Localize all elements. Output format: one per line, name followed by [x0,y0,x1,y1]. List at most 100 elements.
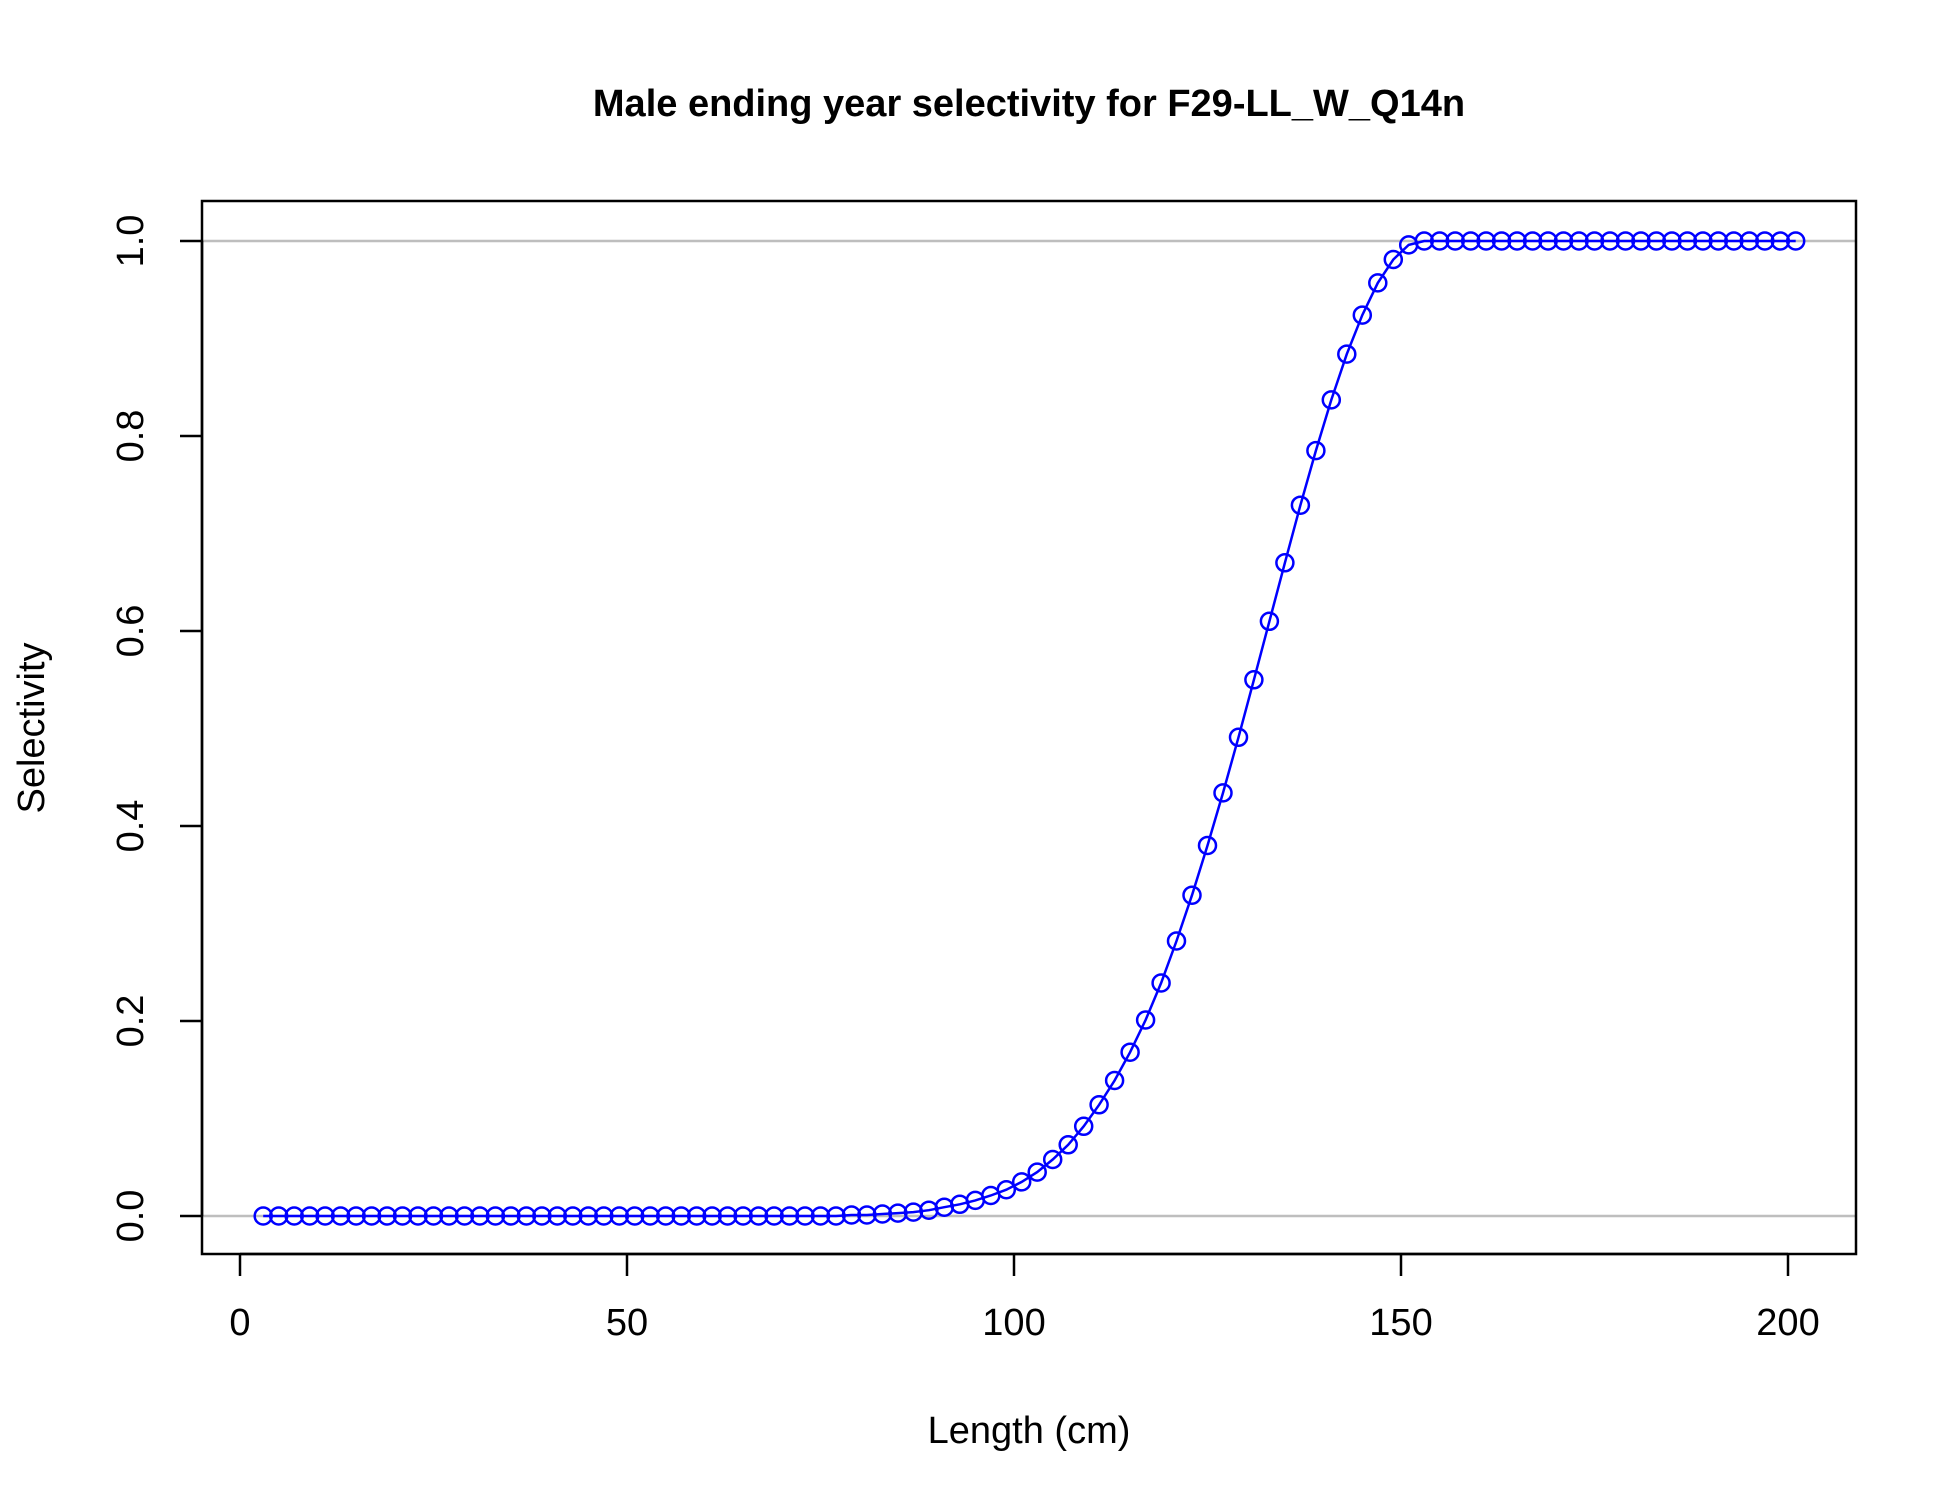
data-point [1755,231,1775,251]
data-point [1662,231,1682,251]
data-point [903,1202,924,1222]
reference-lines [202,239,1856,1218]
data-point [1584,231,1605,251]
data-point [1646,231,1667,251]
data-point [284,1206,304,1226]
data-point [330,1206,351,1226]
data-point [841,1205,862,1225]
data-point [748,1206,769,1226]
data-point [485,1206,506,1226]
data-point [1135,1010,1156,1030]
x-axis: 0 50 100 150 200 [229,1252,1820,1344]
data-point [1197,835,1218,856]
data-point [361,1206,382,1226]
data-point [578,1206,599,1226]
data-point [1476,231,1496,251]
data-point [547,1206,568,1226]
data-point [268,1206,289,1226]
data-point [1414,231,1434,251]
data-point [594,1206,614,1226]
data-point [408,1206,428,1226]
data-point [253,1206,273,1226]
x-tick-label: 100 [982,1302,1045,1344]
data-point [702,1206,722,1226]
data-point [299,1206,320,1226]
plot-frame [200,199,1858,1256]
data-point [423,1206,444,1226]
data-point [1228,727,1249,748]
data-point [1445,231,1465,251]
data-point [1708,231,1729,251]
data-point [872,1204,893,1224]
data-point [1073,1116,1094,1137]
data-point [1507,231,1527,251]
data-point [1352,305,1373,325]
data-point [1677,231,1698,251]
data-point [1259,611,1280,632]
data-point [1042,1149,1063,1170]
data-point [671,1206,691,1226]
data-point [1615,231,1636,251]
data-point [1027,1162,1047,1182]
data-point [1770,231,1791,251]
y-tick-label: 0.2 [110,995,152,1048]
y-tick-label: 1.0 [110,215,152,268]
data-point [532,1206,552,1226]
data-point [1337,344,1357,364]
data-point [1724,231,1744,251]
data-point [733,1206,753,1226]
data-point [470,1206,490,1226]
data-point [1058,1135,1078,1155]
data-point [1522,231,1543,251]
x-tick-label: 0 [229,1302,250,1344]
data-point [1460,231,1481,251]
y-tick-label: 0.8 [110,410,152,463]
series-layer [253,231,1806,1226]
data-point [1538,231,1558,251]
data-point [624,1206,645,1226]
y-tick-label: 0.0 [110,1190,152,1243]
data-point [315,1206,335,1226]
data-point [1491,231,1512,251]
data-point [563,1206,583,1226]
data-point [1166,931,1187,951]
data-point [454,1206,475,1226]
data-point [1383,249,1404,270]
data-point [810,1206,831,1226]
data-point [516,1206,537,1226]
data-point [686,1206,707,1226]
data-point [1120,1042,1140,1062]
data-point [826,1206,846,1226]
y-tick-label: 0.4 [110,800,152,853]
data-point [1600,231,1620,251]
data-point [609,1206,630,1226]
data-point [1182,885,1202,905]
data-point [1321,390,1342,410]
data-point [1693,231,1713,251]
data-point [1244,670,1264,690]
data-point [1011,1172,1032,1192]
data-point [888,1203,908,1223]
data-point [795,1206,815,1226]
data-point [1089,1095,1109,1115]
x-axis-label: Length (cm) [928,1410,1131,1452]
data-point [655,1206,676,1226]
data-point [640,1206,660,1226]
data-point [779,1206,800,1226]
data-point [1213,783,1233,803]
data-point [1290,495,1311,515]
data-point [1275,553,1295,573]
data-point [439,1206,459,1226]
chart-title: Male ending year selectivity for F29-LL_… [593,83,1465,125]
data-point [764,1206,784,1226]
data-point [1429,231,1450,251]
data-point [1553,231,1574,251]
data-point [1569,231,1589,251]
data-point [1368,273,1388,293]
x-tick-label: 50 [606,1302,648,1344]
data-point [857,1205,877,1225]
data-point [1785,231,1806,251]
data-point [1739,231,1760,251]
data-point [1104,1070,1125,1091]
data-point [377,1206,397,1226]
